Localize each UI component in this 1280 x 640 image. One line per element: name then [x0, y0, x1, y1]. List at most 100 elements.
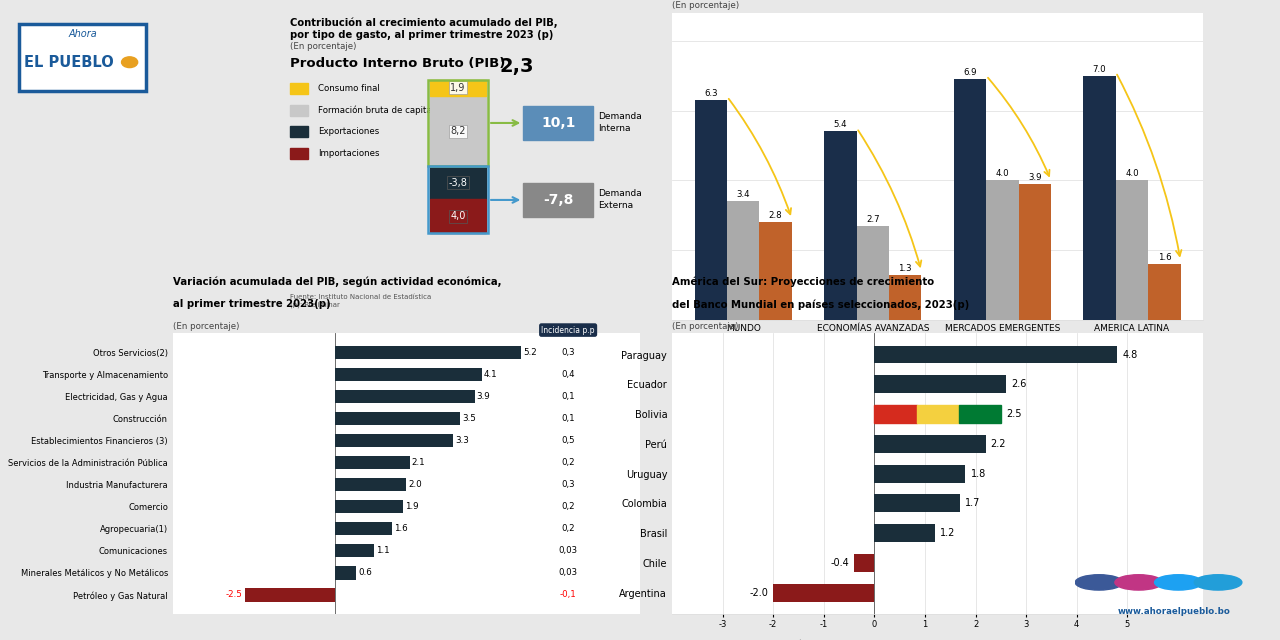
Text: 2.6: 2.6: [1011, 380, 1027, 389]
Text: 5.2: 5.2: [524, 348, 536, 356]
Text: 3.9: 3.9: [1028, 173, 1042, 182]
Text: 2,3: 2,3: [499, 58, 534, 76]
Bar: [856, 226, 890, 320]
Bar: [524, 106, 594, 140]
Text: Producto Interno Bruto (PIB): Producto Interno Bruto (PIB): [289, 58, 506, 70]
Text: 2.8: 2.8: [769, 211, 782, 220]
Bar: [773, 584, 874, 602]
Text: Contribución al crecimiento acumulado del PIB,: Contribución al crecimiento acumulado de…: [289, 17, 557, 28]
Bar: [334, 367, 481, 381]
Bar: [430, 166, 486, 199]
Text: Demanda: Demanda: [598, 112, 641, 121]
Bar: [916, 405, 959, 423]
Bar: [874, 465, 965, 483]
Text: Exportaciones: Exportaciones: [317, 127, 379, 136]
Text: 0,3: 0,3: [562, 480, 575, 489]
Text: 0,03: 0,03: [558, 547, 577, 556]
Bar: [334, 390, 475, 403]
Text: 0,5: 0,5: [562, 436, 575, 445]
Text: 4,0: 4,0: [451, 211, 466, 221]
Text: -7,8: -7,8: [543, 193, 573, 207]
Text: 1.3: 1.3: [899, 264, 913, 273]
Text: 1.6: 1.6: [1157, 253, 1171, 262]
Text: 0,3: 0,3: [562, 348, 575, 356]
Text: Variación acumulada del PIB, según actividad económica,: Variación acumulada del PIB, según activ…: [173, 276, 502, 287]
Text: 1,9: 1,9: [451, 83, 466, 93]
Text: 2.0: 2.0: [408, 480, 422, 489]
Text: 4.0: 4.0: [996, 169, 1009, 179]
Bar: [430, 199, 486, 234]
Bar: [334, 544, 374, 557]
Bar: [334, 478, 407, 492]
Text: 1.1: 1.1: [376, 547, 389, 556]
Text: 6.9: 6.9: [964, 68, 977, 77]
Bar: [244, 588, 334, 602]
Text: 4.1: 4.1: [484, 370, 498, 379]
Bar: [874, 405, 1001, 423]
Bar: [874, 405, 916, 423]
Text: (En porcentaje): (En porcentaje): [672, 321, 739, 330]
Bar: [289, 127, 308, 137]
Text: 6.3: 6.3: [704, 89, 718, 98]
Text: 2.2: 2.2: [991, 439, 1006, 449]
Text: 0,4: 0,4: [562, 370, 575, 379]
Text: 3.3: 3.3: [454, 436, 468, 445]
Text: -0,1: -0,1: [559, 591, 576, 600]
Text: -2.0: -2.0: [749, 588, 768, 598]
Text: 0,2: 0,2: [562, 502, 575, 511]
Text: (En porcentaje): (En porcentaje): [289, 42, 356, 51]
Bar: [824, 131, 856, 320]
Text: Fuente: Instituto Nacional de Estadística
(p): Preliminar: Fuente: Instituto Nacional de Estadístic…: [289, 294, 431, 308]
Bar: [334, 412, 461, 425]
Text: Externa: Externa: [598, 201, 634, 210]
Bar: [430, 96, 486, 166]
Text: por tipo de gasto, al primer trimestre 2023 (p): por tipo de gasto, al primer trimestre 2…: [289, 29, 553, 40]
Text: 3.5: 3.5: [462, 414, 476, 423]
Bar: [428, 166, 488, 234]
Circle shape: [1194, 575, 1242, 590]
Text: Incidencia p.p: Incidencia p.p: [541, 326, 595, 335]
Text: 3.4: 3.4: [736, 190, 750, 199]
Bar: [759, 222, 792, 320]
Bar: [334, 346, 521, 359]
Circle shape: [1075, 575, 1123, 590]
Bar: [854, 554, 874, 572]
Text: 1.7: 1.7: [965, 499, 980, 508]
Text: 0,2: 0,2: [562, 524, 575, 533]
Text: (En porcentaje): (En porcentaje): [672, 1, 740, 10]
Bar: [1019, 184, 1051, 320]
Bar: [959, 405, 1001, 423]
Text: 8,2: 8,2: [451, 126, 466, 136]
Circle shape: [1115, 575, 1162, 590]
Text: -0.4: -0.4: [831, 558, 849, 568]
Bar: [874, 376, 1006, 393]
Bar: [334, 566, 356, 580]
Text: 0,1: 0,1: [562, 414, 575, 423]
Text: 1.6: 1.6: [394, 524, 407, 533]
Text: 7.0: 7.0: [1093, 65, 1106, 74]
Bar: [430, 79, 486, 96]
Bar: [954, 79, 986, 320]
Text: 1.9: 1.9: [404, 502, 419, 511]
Bar: [986, 180, 1019, 320]
Text: www.ahoraelpueblo.bo: www.ahoraelpueblo.bo: [1117, 607, 1231, 616]
Bar: [334, 456, 410, 469]
Bar: [874, 524, 936, 542]
Text: 0,2: 0,2: [562, 458, 575, 467]
Text: 1.8: 1.8: [970, 468, 986, 479]
Text: 0,1: 0,1: [562, 392, 575, 401]
Bar: [289, 105, 308, 116]
Text: Formación bruta de capital: Formación bruta de capital: [317, 106, 434, 115]
Circle shape: [122, 57, 138, 68]
Text: América del Sur: Proyecciones de crecimiento: América del Sur: Proyecciones de crecimi…: [672, 276, 934, 287]
Text: Interna: Interna: [598, 124, 631, 133]
Bar: [1083, 76, 1116, 320]
Text: 4.0: 4.0: [1125, 169, 1139, 179]
Text: 0.6: 0.6: [358, 568, 371, 577]
Circle shape: [1155, 575, 1202, 590]
Bar: [19, 24, 146, 91]
Bar: [890, 275, 922, 320]
Text: 3.9: 3.9: [476, 392, 490, 401]
Text: Demanda: Demanda: [598, 189, 641, 198]
Bar: [874, 435, 986, 452]
